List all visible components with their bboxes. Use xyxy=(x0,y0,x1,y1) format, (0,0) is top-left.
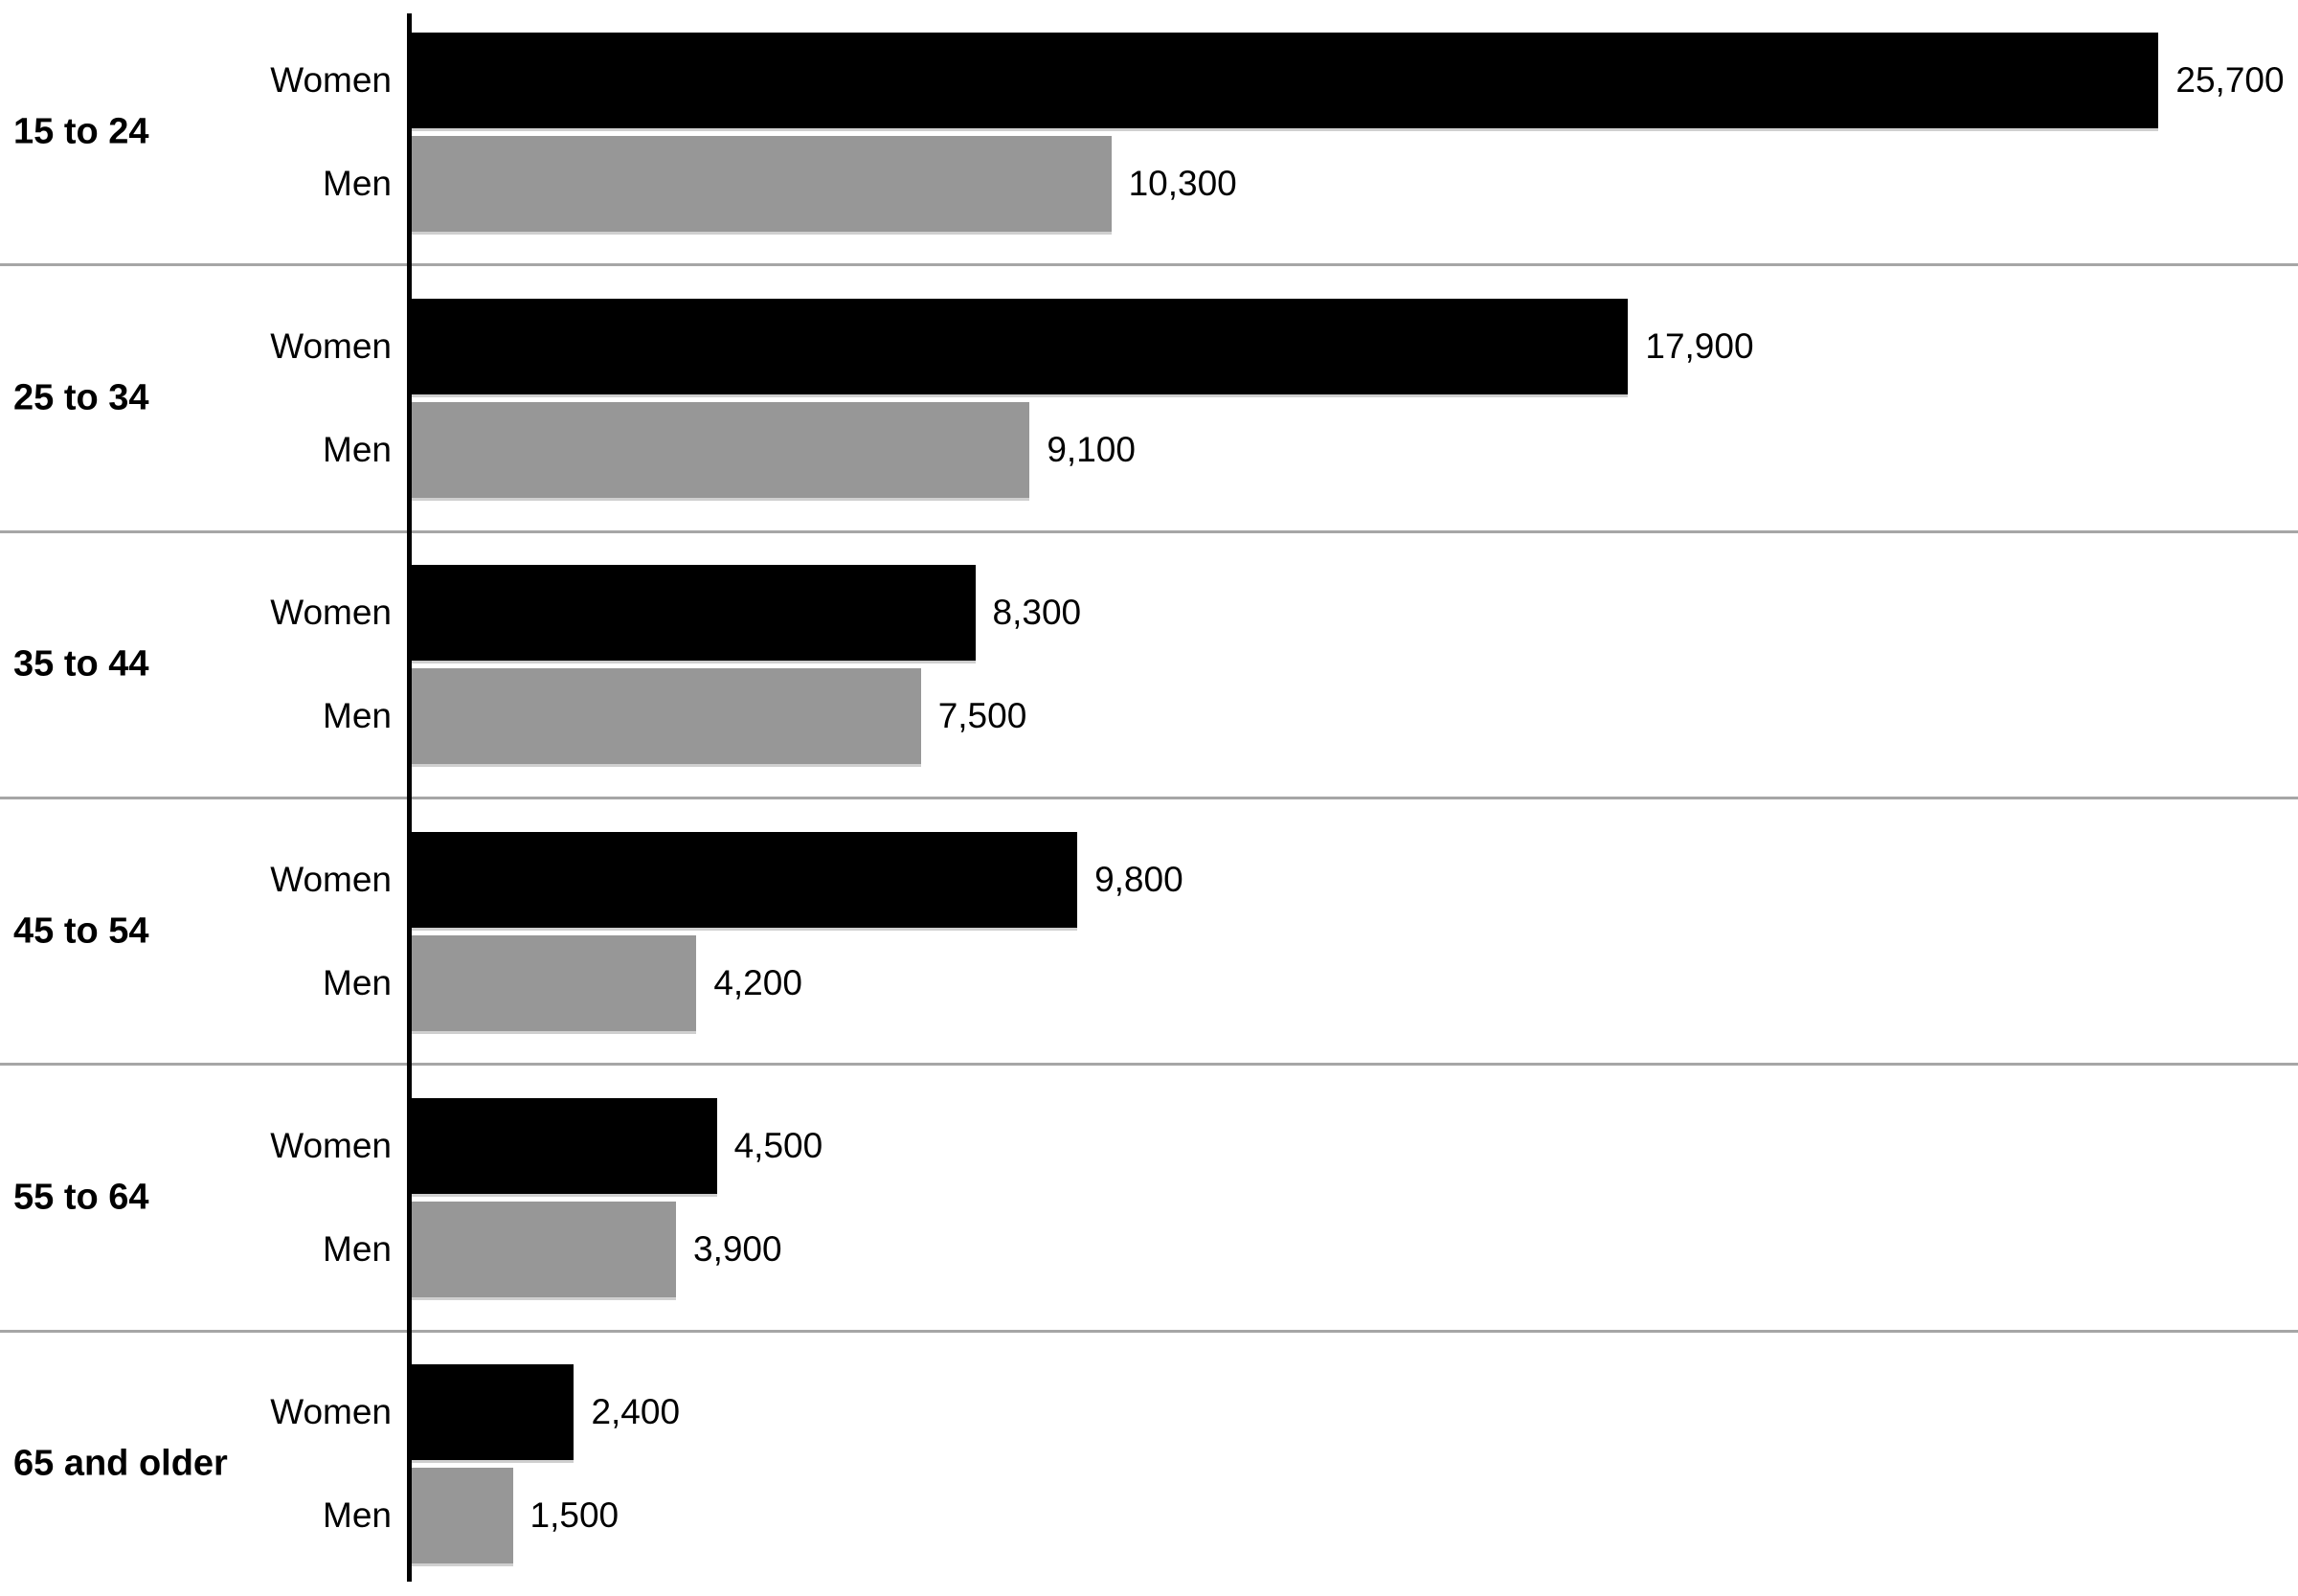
y-axis-line xyxy=(407,13,412,1582)
series-label-women: Women xyxy=(270,59,392,100)
plot-area: 25,700 xyxy=(411,32,2298,128)
age-group-bars: Women 4,500 Men 3,900 xyxy=(0,1097,2298,1297)
bar-row-women: Women 9,800 xyxy=(0,831,2298,928)
bar-row-women: Women 4,500 xyxy=(0,1097,2298,1194)
bar-value-label: 4,200 xyxy=(713,962,802,1002)
series-label-men: Men xyxy=(323,1495,392,1536)
series-label-women: Women xyxy=(270,859,392,899)
series-label-women: Women xyxy=(270,593,392,633)
age-group-label: 45 to 54 xyxy=(13,910,149,952)
series-label-women: Women xyxy=(270,1125,392,1165)
age-group-bars: Women 25,700 Men 10,300 xyxy=(0,32,2298,232)
plot-area: 9,800 xyxy=(411,831,2298,928)
series-label-men: Men xyxy=(323,429,392,469)
bar-value-label: 4,500 xyxy=(733,1125,823,1165)
age-group-label: 55 to 64 xyxy=(13,1177,149,1218)
bar-women xyxy=(411,1364,574,1461)
age-group-bars: Women 2,400 Men 1,500 xyxy=(0,1364,2298,1564)
bar-men xyxy=(411,668,921,765)
age-group-bars: Women 8,300 Men 7,500 xyxy=(0,565,2298,765)
age-group-row: 55 to 64 Women 4,500 Men 3,900 xyxy=(0,1063,2298,1329)
plot-area: 9,100 xyxy=(411,401,2298,498)
plot-area: 4,500 xyxy=(411,1097,2298,1194)
bar-value-label: 3,900 xyxy=(693,1228,782,1269)
series-label-men: Men xyxy=(323,696,392,736)
bar-row-women: Women 8,300 xyxy=(0,565,2298,662)
bar-row-men: Men 10,300 xyxy=(0,135,2298,232)
bar-value-label: 2,400 xyxy=(591,1392,681,1432)
bar-value-label: 25,700 xyxy=(2175,59,2285,100)
age-group-label: 35 to 44 xyxy=(13,643,149,685)
age-group-label: 25 to 34 xyxy=(13,377,149,418)
bar-value-label: 17,900 xyxy=(1645,326,1754,366)
age-group-row: 45 to 54 Women 9,800 Men 4,200 xyxy=(0,796,2298,1063)
series-label-men: Men xyxy=(323,163,392,203)
age-group-bars: Women 17,900 Men 9,100 xyxy=(0,298,2298,498)
bar-men xyxy=(411,1201,676,1297)
bar-value-label: 10,300 xyxy=(1128,163,1237,203)
bar-row-men: Men 3,900 xyxy=(0,1201,2298,1297)
plot-area: 17,900 xyxy=(411,298,2298,394)
plot-area: 10,300 xyxy=(411,135,2298,232)
bar-value-label: 1,500 xyxy=(529,1495,620,1536)
age-group-row: 65 and older Women 2,400 Men 1,500 xyxy=(0,1329,2298,1596)
bar-men xyxy=(411,1468,513,1564)
bar-row-women: Women 17,900 xyxy=(0,298,2298,394)
plot-area: 4,200 xyxy=(411,934,2298,1031)
bar-women xyxy=(411,298,1629,394)
bar-women xyxy=(411,831,1078,928)
age-group-label: 15 to 24 xyxy=(13,111,149,152)
bar-value-label: 8,300 xyxy=(992,593,1082,633)
bar-row-women: Women 2,400 xyxy=(0,1364,2298,1461)
plot-area: 3,900 xyxy=(411,1201,2298,1297)
series-label-men: Men xyxy=(323,1228,392,1269)
plot-area: 7,500 xyxy=(411,668,2298,765)
plot-area: 8,300 xyxy=(411,565,2298,662)
bar-men xyxy=(411,401,1030,498)
bar-women xyxy=(411,565,976,662)
plot-area: 1,500 xyxy=(411,1468,2298,1564)
series-label-men: Men xyxy=(323,962,392,1002)
plot-area: 2,400 xyxy=(411,1364,2298,1461)
age-group-label: 65 and older xyxy=(13,1443,228,1484)
bar-row-women: Women 25,700 xyxy=(0,32,2298,128)
bar-men xyxy=(411,934,697,1031)
bar-row-men: Men 4,200 xyxy=(0,934,2298,1031)
bar-row-men: Men 7,500 xyxy=(0,668,2298,765)
bar-row-men: Men 9,100 xyxy=(0,401,2298,498)
age-group-row: 25 to 34 Women 17,900 Men 9,100 xyxy=(0,263,2298,529)
bar-value-label: 9,100 xyxy=(1047,429,1136,469)
bar-value-label: 9,800 xyxy=(1094,859,1183,899)
bar-row-men: Men 1,500 xyxy=(0,1468,2298,1564)
series-label-women: Women xyxy=(270,326,392,366)
bar-women xyxy=(411,1097,717,1194)
bar-value-label: 7,500 xyxy=(937,696,1027,736)
bar-women xyxy=(411,32,2159,128)
series-label-women: Women xyxy=(270,1392,392,1432)
age-group-row: 15 to 24 Women 25,700 Men 10,300 xyxy=(0,0,2298,263)
age-group-bars: Women 9,800 Men 4,200 xyxy=(0,831,2298,1031)
age-group-row: 35 to 44 Women 8,300 Men 7,500 xyxy=(0,529,2298,797)
bar-men xyxy=(411,135,1112,232)
